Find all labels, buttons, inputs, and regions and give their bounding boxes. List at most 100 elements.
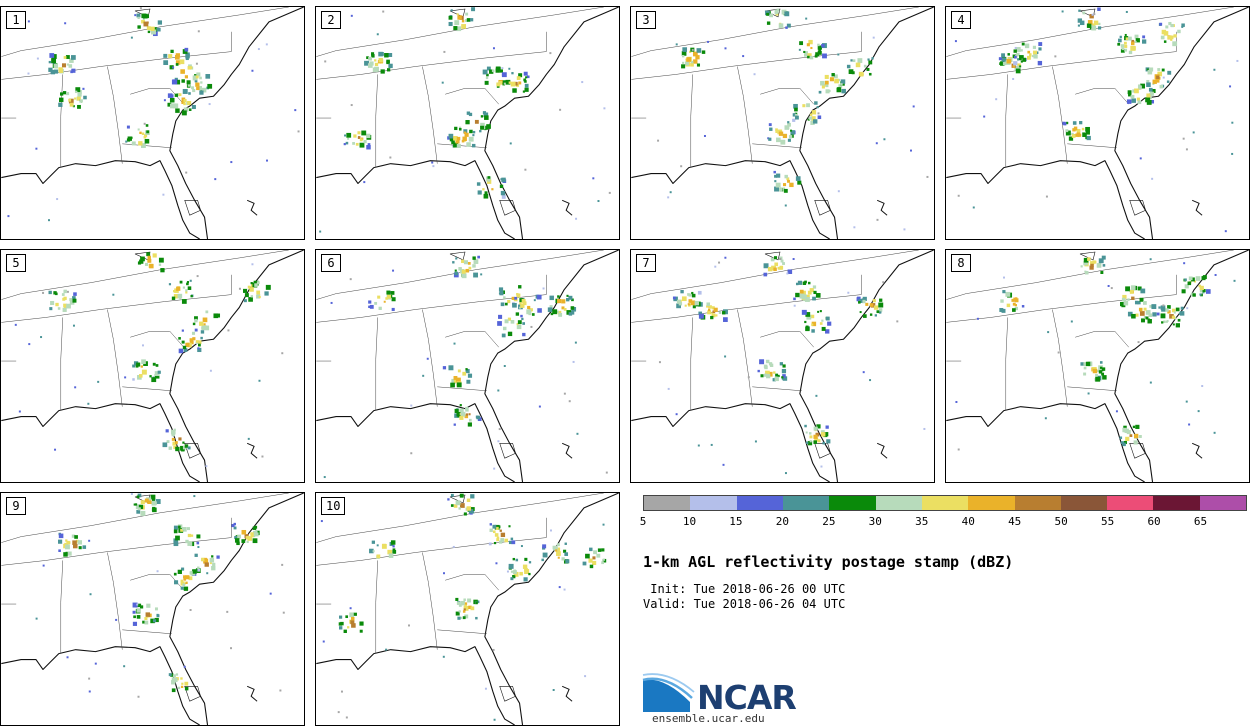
reflectivity-cell [782, 187, 786, 190]
reflectivity-cell [696, 48, 702, 53]
reflectivity-cell [136, 13, 141, 18]
reflectivity-cell [261, 455, 264, 458]
reflectivity-cell [188, 108, 192, 112]
reflectivity-cell [821, 326, 826, 331]
reflectivity-cell [681, 54, 685, 58]
reflectivity-cell [804, 320, 807, 324]
reflectivity-cell [570, 306, 575, 310]
reflectivity-cell [697, 444, 700, 447]
reflectivity-cell [552, 545, 557, 550]
reflectivity-cell [555, 549, 558, 552]
reflectivity-cell [526, 75, 530, 79]
reflectivity-cell [477, 190, 482, 195]
reflectivity-cell [1133, 433, 1139, 439]
reflectivity-cell [776, 173, 781, 178]
reflectivity-cell [465, 368, 468, 371]
reflectivity-cell [1083, 362, 1088, 366]
reflectivity-cell [181, 79, 185, 83]
reflectivity-cell [524, 87, 529, 92]
reflectivity-cell [147, 258, 152, 263]
reflectivity-cell [181, 329, 184, 332]
reflectivity-cell [1061, 10, 1064, 13]
reflectivity-cell [504, 302, 508, 306]
member-panel-3: 3 [630, 6, 935, 240]
colorbar-ticks: 5 10 15 20 25 30 35 40 45 50 55 60 65 [640, 515, 1247, 529]
reflectivity-cell [185, 291, 188, 294]
reflectivity-cell [873, 305, 879, 310]
reflectivity-cell [1002, 61, 1007, 66]
reflectivity-cell [585, 553, 590, 559]
reflectivity-cell [810, 46, 813, 50]
reflectivity-cell [857, 58, 863, 64]
reflectivity-cell [173, 525, 179, 530]
reflectivity-cell [1134, 34, 1139, 39]
reflectivity-cell [58, 102, 63, 107]
reflectivity-cell [812, 296, 816, 301]
reflectivity-cell [774, 186, 780, 192]
reflectivity-cell [825, 89, 830, 94]
reflectivity-cell [173, 572, 177, 576]
reflectivity-cell [682, 61, 685, 64]
reflectivity-cell [1155, 78, 1160, 83]
reflectivity-cell [130, 493, 133, 495]
reflectivity-cell [1130, 45, 1136, 51]
reflectivity-cell [883, 138, 886, 141]
reflectivity-cell [48, 60, 52, 64]
reflectivity-cell [134, 14, 137, 17]
reflectivity-cell [757, 369, 760, 373]
reflectivity-cell [711, 306, 715, 310]
reflectivity-cell [376, 544, 379, 547]
reflectivity-cell [698, 311, 702, 316]
reflectivity-cell [1092, 368, 1098, 374]
reflectivity-cell [526, 309, 532, 315]
reflectivity-cell [75, 539, 79, 543]
reflectivity-cell [385, 648, 388, 651]
reflectivity-cell [1190, 277, 1195, 282]
reflectivity-cell [1087, 257, 1091, 261]
reflectivity-cell [471, 7, 476, 12]
reflectivity-cell [828, 89, 831, 93]
reflectivity-cell [570, 310, 575, 315]
reflectivity-cell [178, 337, 181, 340]
reflectivity-cell [1165, 25, 1169, 29]
reflectivity-cell [519, 306, 522, 309]
reflectivity-cell [775, 130, 779, 134]
reflectivity-cell [499, 529, 502, 532]
reflectivity-cell [175, 673, 179, 676]
reflectivity-cell [180, 445, 185, 451]
reflectivity-cell [174, 580, 179, 585]
reflectivity-cell [77, 540, 83, 545]
reflectivity-cell [466, 142, 471, 147]
reflectivity-cell [447, 498, 450, 501]
reflectivity-cell [999, 308, 1004, 312]
reflectivity-cell [1015, 47, 1021, 52]
reflectivity-cell [1090, 263, 1094, 268]
reflectivity-cell [192, 88, 196, 93]
reflectivity-cell [596, 553, 601, 558]
reflectivity-cell [133, 361, 139, 366]
reflectivity-cell [520, 545, 523, 548]
reflectivity-cell [1071, 132, 1074, 136]
site-url[interactable]: ensemble.ucar.edu [652, 712, 765, 725]
reflectivity-cell [386, 290, 391, 295]
reflectivity-cell [204, 562, 209, 567]
reflectivity-cell [459, 493, 464, 498]
reflectivity-cell [149, 263, 154, 269]
reflectivity-cell [878, 302, 884, 308]
reflectivity-cell [459, 415, 464, 420]
radar-map [316, 250, 619, 482]
reflectivity-cell [584, 675, 587, 678]
reflectivity-cell [66, 63, 69, 66]
reflectivity-cell [186, 282, 189, 286]
reflectivity-cell [813, 119, 818, 124]
reflectivity-cell [765, 359, 770, 364]
reflectivity-cell [500, 532, 506, 538]
reflectivity-cell [1020, 49, 1023, 52]
reflectivity-cell [499, 69, 503, 73]
reflectivity-cell [815, 432, 820, 437]
reflectivity-cell [66, 303, 71, 309]
reflectivity-cell [376, 33, 379, 36]
reflectivity-cell [1006, 303, 1011, 308]
reflectivity-cell [498, 287, 504, 292]
reflectivity-cell [180, 528, 184, 532]
